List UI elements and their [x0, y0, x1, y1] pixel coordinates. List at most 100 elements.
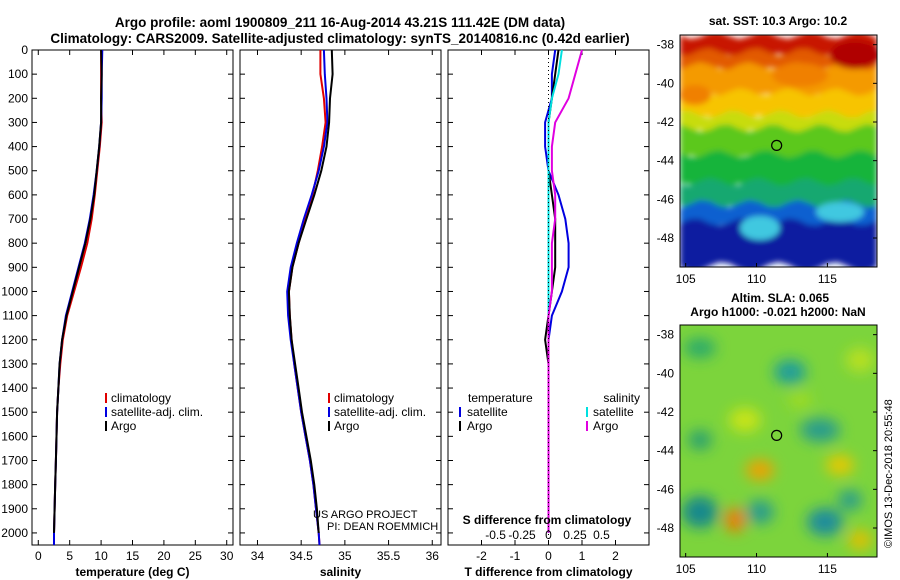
legend-label: satellite	[467, 405, 508, 419]
sst-map-title: sat. SST: 10.3 Argo: 10.2	[709, 14, 848, 28]
sla-field-blur	[682, 338, 874, 550]
map-y-tick-label: -44	[657, 444, 675, 458]
project-note-line1: US ARGO PROJECT	[313, 509, 418, 521]
x-tick-label: 20	[157, 549, 171, 563]
map-y-tick-label: -48	[657, 521, 675, 535]
sla-eddy	[746, 500, 774, 524]
x-tick-label: 34.5	[289, 549, 313, 563]
x-axis-label: salinity	[320, 565, 362, 579]
sst-band	[680, 218, 877, 267]
legend-label: Argo	[593, 419, 619, 433]
x-tick-label: 35.5	[377, 549, 401, 563]
x-tick-label: -2	[476, 549, 487, 563]
x-tick-label: 1	[579, 549, 586, 563]
sst-patch	[816, 202, 864, 222]
plot-frame	[239, 49, 442, 546]
x-tick-label: -1	[510, 549, 521, 563]
sst-field	[680, 35, 877, 267]
x-tick-label: 2	[612, 549, 619, 563]
depth-tick-label: 1200	[1, 333, 28, 347]
sla-eddy	[826, 455, 854, 475]
depth-tick-label: 500	[8, 164, 28, 178]
legend-label: Argo	[111, 419, 137, 433]
depth-tick-label: 900	[8, 260, 28, 274]
map-y-tick-label: -40	[657, 366, 675, 380]
depth-tick-label: 1700	[1, 453, 28, 467]
x-axis-label: temperature (deg C)	[75, 565, 189, 579]
sla-eddy	[682, 496, 718, 528]
top-x-tick-label: 0.5	[593, 528, 610, 542]
x-axis-label: T difference from climatology	[464, 565, 632, 579]
sla-eddy	[688, 430, 712, 450]
project-note-line2: PI: DEAN ROEMMICH	[327, 521, 438, 533]
x-tick-label: 35	[338, 549, 352, 563]
diff-top-axis-title: S difference from climatology	[463, 513, 632, 527]
depth-tick-label: 2000	[1, 526, 28, 540]
map-x-tick-label: 115	[818, 272, 837, 286]
argo-position-marker	[771, 139, 783, 151]
sst-field-blur	[680, 35, 877, 267]
legend-label: satellite-adj. clim.	[111, 405, 203, 419]
map-y-tick-label: -44	[657, 154, 675, 168]
x-tick-label: 5	[66, 549, 73, 563]
depth-tick-label: 1400	[1, 381, 28, 395]
map-y-tick-label: -46	[657, 482, 675, 496]
map-frame	[679, 34, 878, 268]
sla-eddy	[838, 490, 862, 510]
depth-tick-label: 800	[8, 236, 28, 250]
sla-eddy	[846, 348, 874, 372]
map-y-tick-label: -42	[657, 115, 675, 129]
depth-tick-label: 1300	[1, 357, 28, 371]
x-tick-label: 0	[35, 549, 42, 563]
sst-band	[680, 150, 877, 193]
x-tick-label: 15	[126, 549, 140, 563]
sla-eddy	[800, 418, 840, 442]
map-frame	[679, 324, 878, 558]
x-tick-label: 34	[251, 549, 265, 563]
map-y-tick-label: -38	[657, 328, 675, 342]
map-x-tick-label: 105	[676, 562, 696, 576]
depth-tick-label: 1500	[1, 405, 28, 419]
sla-eddy	[807, 508, 843, 536]
legend-label: Argo	[334, 419, 360, 433]
sst-patch	[680, 85, 711, 105]
depth-tick-label: 100	[8, 67, 28, 81]
map-y-tick-label: -46	[657, 192, 675, 206]
sla-eddy	[848, 530, 872, 550]
difference-panel: -2 -1 0 1 2 T difference from climatology temp…	[447, 49, 650, 579]
top-x-tick-label: 0	[545, 528, 552, 542]
top-x-tick-label: -0.5	[485, 528, 506, 542]
sst-map: 105 110 115 -38 -40 -42 -44 -46 -48	[657, 34, 878, 286]
depth-tick-label: 300	[8, 115, 28, 129]
sst-patch	[740, 216, 780, 240]
map-x-tick-label: 110	[747, 562, 766, 576]
sla-eddy	[788, 392, 812, 408]
depth-tick-label: 400	[8, 140, 28, 154]
depth-tick-label: 1900	[1, 502, 28, 516]
legend-heading: salinity	[603, 391, 640, 405]
salinity-panel: 34 34.5 35 35.5 36 salinity climatologysatelli…	[239, 49, 442, 579]
sla-eddy	[774, 360, 806, 384]
legend-heading: temperature	[468, 391, 533, 405]
x-tick-label: 30	[220, 549, 234, 563]
legend-label: climatology	[111, 391, 171, 405]
legend-label: climatology	[334, 391, 394, 405]
top-x-tick-label: 0.25	[563, 528, 587, 542]
legend-label: satellite-adj. clim.	[334, 405, 426, 419]
map-y-tick-label: -38	[657, 38, 675, 52]
depth-tick-label: 1000	[1, 284, 28, 298]
map-y-tick-label: -42	[657, 405, 675, 419]
depth-tick-label: 1800	[1, 478, 28, 492]
figure-subtitle: Climatology: CARS2009. Satellite-adjuste…	[50, 31, 629, 46]
sla-map: 105 110 115 -38 -40 -42 -44 -46 -48	[657, 324, 878, 576]
sst-patch	[830, 41, 877, 69]
argo-position-marker	[771, 429, 783, 441]
sla-eddy	[725, 508, 745, 532]
map-y-tick-label: -40	[657, 76, 675, 90]
depth-tick-label: 600	[8, 188, 28, 202]
legend-label: satellite	[593, 405, 634, 419]
temperature-panel: 0100200300400500600700800900100011001200…	[1, 43, 233, 579]
series-line-argo	[53, 49, 103, 533]
sst-patch	[772, 63, 828, 87]
